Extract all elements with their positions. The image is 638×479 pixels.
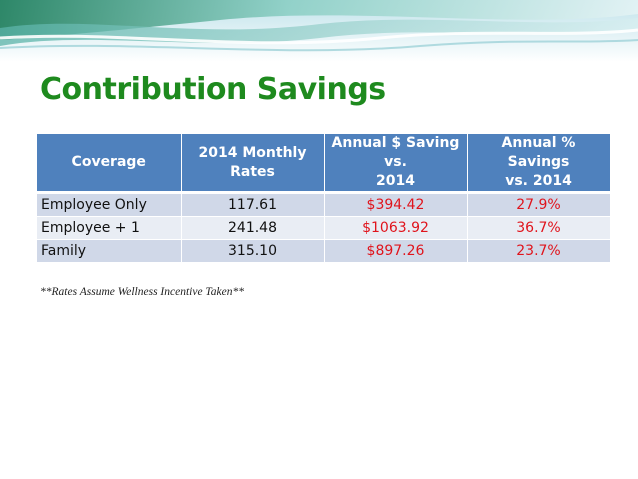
table-row: Family 315.10 $897.26 23.7%	[37, 239, 611, 263]
table-row: Employee Only 117.61 $394.42 27.9%	[37, 192, 611, 217]
footnote: **Rates Assume Wellness Incentive Taken*…	[40, 286, 244, 298]
monthly-rate-cell: 241.48	[181, 216, 325, 240]
header-annual-percent-savings: Annual % Savings vs. 2014	[467, 134, 611, 194]
header-coverage: Coverage	[37, 134, 182, 194]
dollar-saving-cell: $1063.92	[324, 216, 468, 240]
monthly-rate-cell: 315.10	[181, 239, 325, 263]
header-monthly-rates-line2: Rates	[230, 163, 275, 180]
header-monthly-rates: 2014 Monthly Rates	[181, 134, 325, 194]
coverage-cell: Employee Only	[37, 192, 182, 217]
table-row: Employee + 1 241.48 $1063.92 36.7%	[37, 216, 611, 240]
table-header-row: Coverage 2014 Monthly Rates Annual $ Sav…	[37, 134, 611, 194]
percent-saving-cell: 23.7%	[467, 239, 611, 263]
dollar-saving-cell: $394.42	[324, 192, 468, 217]
header-annual-percent-savings-line2: vs. 2014	[505, 173, 572, 189]
coverage-cell: Family	[37, 239, 182, 263]
header-annual-dollar-saving: Annual $ Saving vs. 2014	[324, 134, 468, 194]
decorative-wave-banner	[0, 0, 638, 62]
header-annual-dollar-saving-line1: Annual $ Saving vs.	[331, 135, 460, 170]
percent-saving-cell: 27.9%	[467, 192, 611, 217]
header-monthly-rates-line1: 2014 Monthly	[198, 144, 307, 161]
header-annual-dollar-saving-line2: 2014	[376, 173, 415, 189]
header-annual-percent-savings-line1: Annual % Savings	[501, 135, 576, 170]
monthly-rate-cell: 117.61	[181, 192, 325, 217]
page-title: Contribution Savings	[40, 72, 386, 107]
contribution-savings-table: Coverage 2014 Monthly Rates Annual $ Sav…	[37, 134, 611, 263]
coverage-cell: Employee + 1	[37, 216, 182, 240]
percent-saving-cell: 36.7%	[467, 216, 611, 240]
dollar-saving-cell: $897.26	[324, 239, 468, 263]
